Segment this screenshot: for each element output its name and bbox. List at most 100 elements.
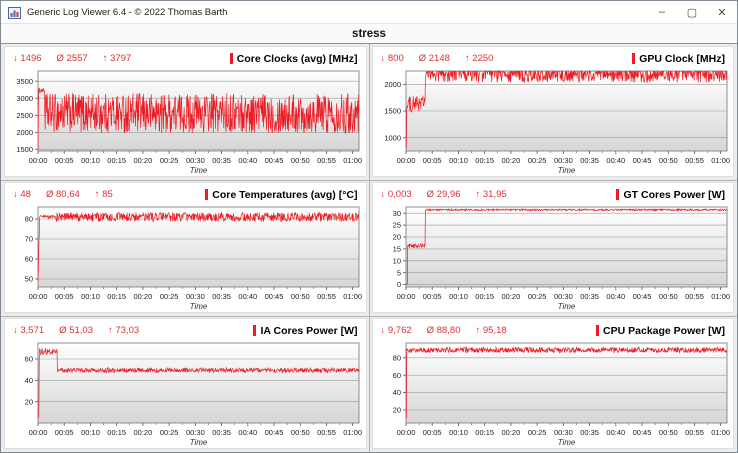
svg-text:00:50: 00:50 — [291, 156, 310, 165]
svg-text:00:30: 00:30 — [554, 292, 573, 301]
svg-text:00:55: 00:55 — [317, 292, 336, 301]
svg-text:00:05: 00:05 — [422, 156, 441, 165]
window-title: Generic Log Viewer 6.4 - © 2022 Thomas B… — [27, 6, 228, 18]
chart-plot-gt-cores-power[interactable]: 0 5 10 15 20 25 30 00:00 00:05 00:10 00:15 00:20 00:… — [373, 203, 734, 312]
svg-text:Time: Time — [190, 166, 208, 175]
chart-stats: ↓ 0,003 Ø 29,96 ↑ 31,95 — [381, 189, 507, 200]
chart-title: GPU Clock [MHz] — [639, 52, 725, 65]
svg-text:00:55: 00:55 — [685, 428, 704, 437]
svg-text:00:40: 00:40 — [238, 428, 257, 437]
chart-panel-core-temperatures: ↓ 48 Ø 80,64 ↑ 85 Core Temperatures (avg… — [5, 183, 366, 312]
chart-title: IA Cores Power [W] — [260, 324, 358, 337]
chart-plot-cpu-package-power[interactable]: 20 40 60 80 00:00 00:05 00:10 00:15 00:20 00:25 00… — [373, 339, 734, 448]
svg-text:00:25: 00:25 — [527, 156, 546, 165]
svg-text:60: 60 — [25, 355, 33, 364]
svg-text:00:40: 00:40 — [238, 292, 257, 301]
stat-max: ↑ 3797 — [102, 53, 132, 64]
chart-title: GT Cores Power [W] — [623, 188, 725, 201]
svg-text:00:35: 00:35 — [580, 428, 599, 437]
svg-text:00:50: 00:50 — [658, 292, 677, 301]
svg-text:00:55: 00:55 — [317, 156, 336, 165]
chart-plot-gpu-clock[interactable]: 1000 1500 2000 00:00 00:05 00:10 00:15 00:20 00:… — [373, 67, 734, 176]
svg-text:20: 20 — [392, 406, 400, 415]
svg-text:20: 20 — [392, 233, 400, 242]
svg-text:01:00: 01:00 — [343, 428, 362, 437]
svg-text:00:20: 00:20 — [501, 292, 520, 301]
svg-text:00:35: 00:35 — [580, 156, 599, 165]
series-color-marker — [616, 189, 620, 200]
chart-panel-cpu-package-power: ↓ 9,762 Ø 88,80 ↑ 95,18 CPU Package Powe… — [372, 319, 734, 448]
svg-text:00:25: 00:25 — [160, 292, 179, 301]
svg-text:40: 40 — [25, 376, 33, 385]
stat-max: ↑ 2250 — [464, 53, 494, 64]
svg-text:2000: 2000 — [384, 80, 401, 89]
chart-title-wrap: Core Clocks (avg) [MHz] — [229, 52, 358, 65]
title-bar: Generic Log Viewer 6.4 - © 2022 Thomas B… — [1, 1, 737, 24]
stat-avg: Ø 51,03 — [59, 325, 93, 336]
chart-stats: ↓ 800 Ø 2148 ↑ 2250 — [381, 53, 494, 64]
svg-text:Time: Time — [557, 438, 575, 447]
svg-text:00:25: 00:25 — [527, 292, 546, 301]
svg-text:00:05: 00:05 — [422, 428, 441, 437]
maximize-button[interactable]: ▢ — [686, 6, 698, 19]
svg-text:00:40: 00:40 — [238, 156, 257, 165]
svg-text:00:35: 00:35 — [580, 292, 599, 301]
svg-text:01:00: 01:00 — [711, 292, 730, 301]
svg-text:00:40: 00:40 — [606, 292, 625, 301]
svg-text:1500: 1500 — [384, 107, 401, 116]
svg-text:00:10: 00:10 — [449, 428, 468, 437]
svg-text:00:55: 00:55 — [685, 156, 704, 165]
svg-text:00:50: 00:50 — [291, 292, 310, 301]
svg-text:00:30: 00:30 — [186, 292, 205, 301]
svg-text:60: 60 — [25, 255, 33, 264]
minimize-button[interactable]: – — [658, 6, 666, 18]
svg-text:00:45: 00:45 — [265, 292, 284, 301]
chart-title: Core Clocks (avg) [MHz] — [236, 52, 358, 65]
chart-panel-ia-cores-power: ↓ 3,571 Ø 51,03 ↑ 73,03 IA Cores Power [… — [5, 319, 366, 448]
svg-text:00:00: 00:00 — [396, 156, 415, 165]
close-button[interactable]: ✕ — [717, 6, 727, 19]
svg-text:01:00: 01:00 — [711, 156, 730, 165]
svg-text:00:20: 00:20 — [501, 156, 520, 165]
svg-text:00:10: 00:10 — [449, 156, 468, 165]
stat-avg: Ø 88,80 — [426, 325, 461, 336]
chart-stats: ↓ 3,571 Ø 51,03 ↑ 73,03 — [13, 325, 139, 336]
svg-text:00:00: 00:00 — [29, 292, 48, 301]
chart-plot-ia-cores-power[interactable]: 20 40 60 00:00 00:05 00:10 00:15 00:20 00:25 00:3… — [5, 339, 366, 448]
svg-text:50: 50 — [25, 275, 33, 284]
svg-text:00:15: 00:15 — [475, 428, 494, 437]
svg-text:2000: 2000 — [16, 128, 33, 137]
svg-text:00:05: 00:05 — [422, 292, 441, 301]
svg-text:20: 20 — [25, 397, 33, 406]
series-color-marker — [632, 53, 636, 64]
stat-min: ↓ 9,762 — [380, 325, 412, 336]
chart-plot-core-temperatures[interactable]: 50 60 70 80 00:00 00:05 00:10 00:15 00:20 00:25 00… — [5, 203, 366, 312]
chart-header: ↓ 800 Ø 2148 ↑ 2250 GPU Clock [MHz] — [373, 47, 734, 67]
svg-text:00:05: 00:05 — [55, 156, 74, 165]
chart-title: Core Temperatures (avg) [°C] — [212, 188, 358, 201]
svg-text:00:20: 00:20 — [134, 428, 153, 437]
series-color-marker — [229, 53, 233, 64]
svg-text:00:20: 00:20 — [501, 428, 520, 437]
svg-text:00:15: 00:15 — [475, 156, 494, 165]
svg-text:00:10: 00:10 — [81, 292, 100, 301]
svg-text:00:05: 00:05 — [55, 428, 74, 437]
stat-max: ↑ 31,95 — [475, 189, 507, 200]
svg-text:00:00: 00:00 — [396, 428, 415, 437]
page-title: stress — [1, 24, 737, 44]
svg-text:00:55: 00:55 — [685, 292, 704, 301]
svg-text:30: 30 — [392, 209, 400, 218]
svg-text:00:30: 00:30 — [554, 428, 573, 437]
stat-min: ↓ 48 — [13, 189, 31, 200]
chart-plot-core-clocks[interactable]: 1500 2000 2500 3000 3500 00:00 00:05 00:10 00:15… — [5, 67, 366, 176]
svg-text:10: 10 — [392, 256, 400, 265]
stat-min: ↓ 1496 — [13, 53, 42, 64]
svg-text:00:25: 00:25 — [160, 156, 179, 165]
svg-text:00:40: 00:40 — [606, 156, 625, 165]
svg-text:00:10: 00:10 — [81, 156, 100, 165]
svg-text:Time: Time — [557, 166, 575, 175]
stat-min: ↓ 3,571 — [13, 325, 45, 336]
series-color-marker — [596, 325, 600, 336]
svg-text:15: 15 — [392, 245, 400, 254]
svg-text:Time: Time — [190, 438, 208, 447]
